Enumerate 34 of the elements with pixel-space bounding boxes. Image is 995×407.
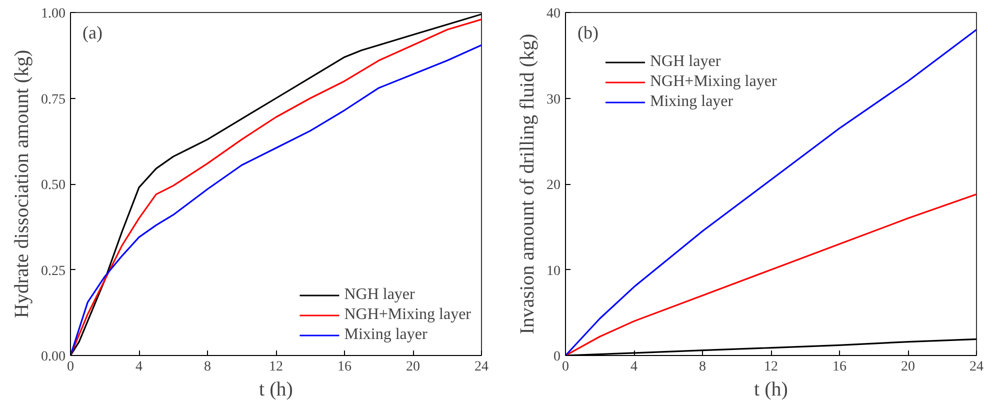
x-tick-label: 16 xyxy=(338,360,352,374)
legend-label: NGH+Mixing layer xyxy=(650,73,777,91)
y-tick-label: 0.50 xyxy=(41,178,66,193)
y-axis-title: Invasion amount of drilling fluid (kg) xyxy=(516,34,538,334)
y-tick-label: 30 xyxy=(546,92,560,108)
y-tick-label: 1.00 xyxy=(41,6,66,22)
x-tick-label: 12 xyxy=(764,360,778,374)
x-tick-label: 4 xyxy=(630,360,638,374)
x-tick-label: 24 xyxy=(474,360,488,374)
legend-label: NGH+Mixing layer xyxy=(344,306,471,324)
y-tick-label: 40 xyxy=(546,6,560,22)
x-tick-label: 20 xyxy=(406,360,420,374)
legend-label: Mixing layer xyxy=(650,93,734,111)
x-tick-label: 16 xyxy=(832,360,846,374)
annotation: (a) xyxy=(82,22,102,42)
y-tick-label: 10 xyxy=(546,264,560,279)
legend-label: NGH layer xyxy=(650,53,721,71)
y-tick-label: 0.00 xyxy=(41,350,66,364)
x-axis-title: t (h) xyxy=(754,378,788,400)
x-tick-label: 12 xyxy=(269,360,283,374)
x-tick-label: 8 xyxy=(699,360,706,374)
y-tick-label: 0.75 xyxy=(41,92,66,108)
legend-label: NGH layer xyxy=(344,286,415,304)
x-tick-label: 24 xyxy=(970,360,984,374)
x-tick-label: 8 xyxy=(204,360,211,374)
y-tick-label: 0.25 xyxy=(41,264,66,279)
annotation: (b) xyxy=(578,22,598,42)
y-tick-label: 0 xyxy=(554,350,560,364)
x-tick-label: 20 xyxy=(901,360,915,374)
y-axis-title: Hydrate dissociation amount (kg) xyxy=(11,50,33,318)
legend-label: Mixing layer xyxy=(344,326,428,344)
y-tick-label: 20 xyxy=(546,178,560,193)
x-tick-label: 4 xyxy=(136,360,142,374)
x-axis-title: t (h) xyxy=(259,378,293,400)
